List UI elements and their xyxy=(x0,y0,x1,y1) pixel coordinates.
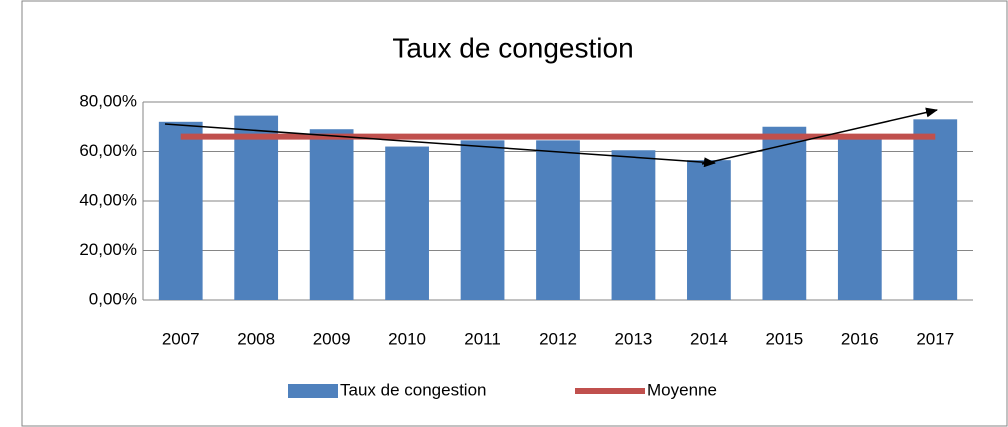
bar xyxy=(460,140,505,300)
trend-arrow xyxy=(164,123,716,168)
x-tick-label: 2016 xyxy=(841,329,879,348)
bar xyxy=(309,129,354,300)
x-tick-label: 2007 xyxy=(162,329,200,348)
x-tick-label: 2009 xyxy=(313,329,351,348)
x-tick-label: 2014 xyxy=(690,329,728,348)
legend-label: Taux de congestion xyxy=(340,380,487,399)
y-tick-label: 0,00% xyxy=(89,289,137,308)
y-tick-label: 80,00% xyxy=(79,91,137,110)
bar xyxy=(385,146,429,300)
y-tick-label: 40,00% xyxy=(79,190,137,209)
legend-label: Moyenne xyxy=(647,380,717,399)
x-tick-label: 2010 xyxy=(388,329,426,348)
x-tick-label: 2012 xyxy=(539,329,577,348)
y-tick-label: 20,00% xyxy=(79,240,137,259)
bar xyxy=(234,115,279,300)
x-tick-label: 2011 xyxy=(464,329,501,348)
chart-title: Taux de congestion xyxy=(392,32,633,63)
trend-arrow xyxy=(701,107,938,165)
bar xyxy=(536,140,580,300)
x-tick-label: 2008 xyxy=(237,329,275,348)
plot-area: 0,00% 20,00% 40,00% 60,00% 80,00% 2007 2008 200… xyxy=(79,91,973,348)
bar xyxy=(611,150,656,300)
y-tick-label: 60,00% xyxy=(79,141,137,160)
bar xyxy=(913,119,958,300)
bar xyxy=(158,121,203,300)
bar xyxy=(837,136,882,300)
legend-swatch xyxy=(288,384,338,398)
bar xyxy=(762,126,807,300)
x-tick-label: 2013 xyxy=(615,329,653,348)
x-tick-label: 2015 xyxy=(765,329,803,348)
bar xyxy=(687,160,731,300)
x-tick-label: 2017 xyxy=(916,329,954,348)
